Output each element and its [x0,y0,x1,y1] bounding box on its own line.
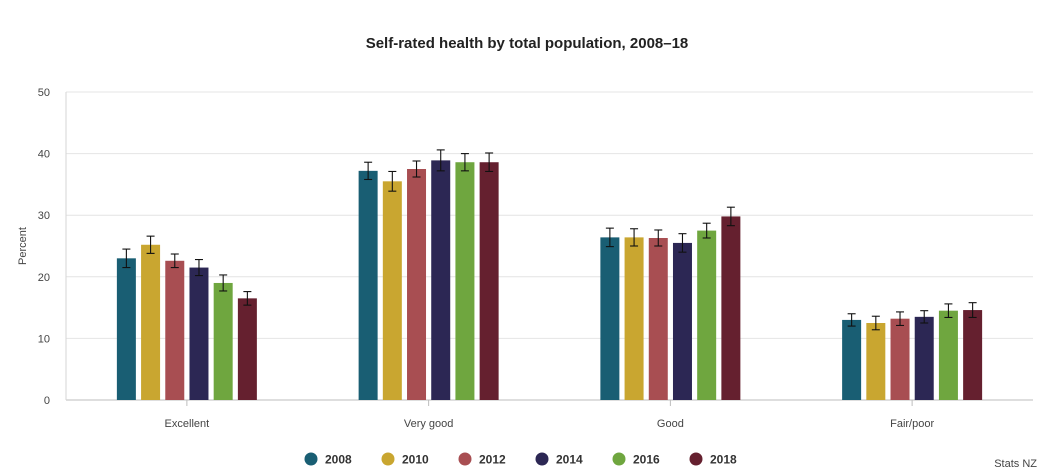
x-category-label: Fair/poor [890,418,934,430]
y-axis-ticks: 0 10 20 30 40 50 [38,87,50,407]
legend: 2008 2010 2012 2014 2016 2018 [304,452,737,467]
y-tick-label: 0 [44,395,50,407]
y-tick-label: 40 [38,149,50,161]
x-axis-categories: Excellent Very good Good Fair/poor [165,400,934,430]
error-bar [920,310,929,324]
error-bar [726,206,735,227]
error-bar [460,153,469,172]
legend-swatch [458,452,472,466]
bar-2010-excellent [141,244,161,400]
legend-item-2016: 2016 [612,452,660,467]
bar-2010-very-good [382,181,402,400]
chart-title: Self-rated health by total population, 2… [366,35,689,52]
bar-2014-fair-poor [914,316,934,400]
x-category-label: Good [657,418,684,430]
error-bar [630,228,639,247]
error-bar [944,303,953,319]
legend-swatch [612,452,626,466]
error-bar [388,170,397,192]
bar-2010-good [624,237,644,400]
error-bar [654,229,663,247]
legend-label: 2012 [479,453,506,467]
legend-item-2012: 2012 [458,452,506,467]
bar-2010-fair-poor [866,323,886,400]
legend-item-2014: 2014 [535,452,583,467]
legend-item-2008: 2008 [304,452,352,467]
legend-label: 2010 [402,453,429,467]
gridlines [65,91,1033,401]
bar-2016-fair-poor [938,310,958,400]
error-bar [170,253,179,269]
legend-swatch [689,452,703,466]
error-bar [122,248,131,269]
error-bar [485,152,494,173]
error-bar [605,227,614,248]
legend-label: 2008 [325,453,352,467]
error-bar [871,315,880,331]
legend-item-2010: 2010 [381,452,429,467]
bars [116,149,983,400]
legend-label: 2016 [633,453,660,467]
bar-2014-good [672,242,692,400]
legend-label: 2014 [556,453,583,467]
bar-2018-very-good [479,162,499,400]
bar-2012-very-good [407,169,427,400]
error-bar [436,149,445,172]
legend-label: 2018 [710,453,737,467]
bar-2008-good [600,237,620,400]
x-category-label: Very good [404,418,454,430]
x-category-label: Excellent [165,418,210,430]
error-bar [847,313,856,327]
legend-swatch [381,452,395,466]
y-tick-label: 30 [38,210,50,222]
legend-swatch [304,452,318,466]
error-bar [243,291,252,306]
bar-2012-good [648,237,668,400]
bar-2018-excellent [237,298,257,400]
bar-2008-very-good [358,170,378,400]
error-bar [968,302,977,319]
bar-2016-excellent [213,282,233,400]
bar-2012-excellent [165,260,185,400]
error-bar [702,222,711,239]
y-tick-label: 20 [38,272,50,284]
error-bar [146,235,155,254]
bar-2014-very-good [431,160,451,400]
bar-2018-fair-poor [963,310,983,400]
error-bar [896,311,905,327]
error-bar [678,233,687,253]
bar-2012-fair-poor [890,318,910,400]
legend-swatch [535,452,549,466]
error-bar [364,161,373,181]
bar-2008-fair-poor [842,319,862,400]
bar-2016-very-good [455,162,475,400]
bar-2014-excellent [189,267,209,400]
bar-2008-excellent [116,258,136,400]
source-label: Stats NZ [994,458,1037,470]
error-bar [219,274,228,292]
y-tick-label: 10 [38,333,50,345]
error-bar [194,259,203,277]
error-bar [412,160,421,178]
bar-2018-good [721,216,741,400]
legend-item-2018: 2018 [689,452,737,467]
bar-2016-good [697,230,717,400]
y-axis-label: Percent [17,227,29,265]
y-tick-label: 50 [38,87,50,99]
